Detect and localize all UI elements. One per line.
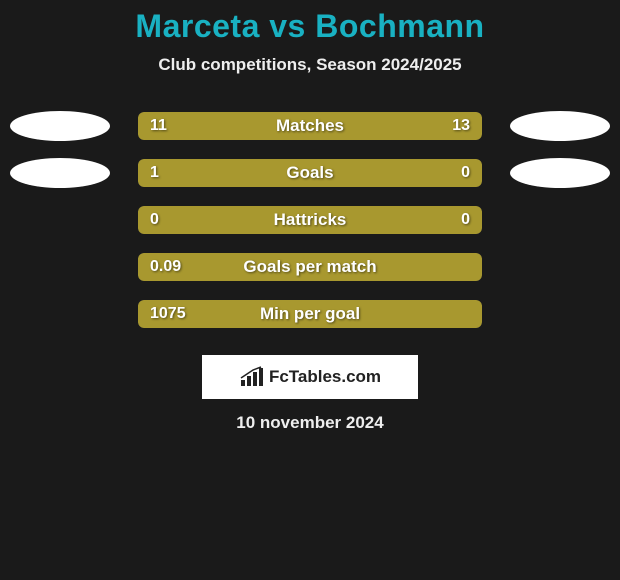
stat-bar-left	[138, 300, 482, 328]
branding-box: FcTables.com	[202, 355, 418, 399]
stat-bar-track: Min per goal1075	[138, 300, 482, 328]
stat-bar-track: Hattricks00	[138, 206, 482, 234]
player-avatar-left	[10, 158, 110, 188]
stat-row: Matches1113	[0, 103, 620, 149]
comparison-card: Marceta vs Bochmann Club competitions, S…	[0, 0, 620, 433]
player-avatar-right	[510, 111, 610, 141]
stats-list: Matches1113 Goals10 Hattricks00 Goals per m…	[0, 103, 620, 337]
stat-bar-right	[399, 159, 482, 187]
date-text: 10 november 2024	[0, 413, 620, 433]
player-avatar-right	[510, 158, 610, 188]
page-title: Marceta vs Bochmann	[0, 8, 620, 45]
stat-row: Min per goal1075	[0, 291, 620, 337]
stat-row: Hattricks00	[0, 197, 620, 243]
stat-bar-left	[138, 112, 296, 140]
stat-bar-track: Goals per match0.09	[138, 253, 482, 281]
stat-bar-track: Goals10	[138, 159, 482, 187]
stat-row: Goals10	[0, 150, 620, 196]
chart-icon	[239, 366, 265, 388]
stat-bar-left	[138, 159, 399, 187]
stat-row: Goals per match0.09	[0, 244, 620, 290]
subtitle: Club competitions, Season 2024/2025	[0, 55, 620, 75]
stat-bar-left	[138, 206, 482, 234]
stat-bar-track: Matches1113	[138, 112, 482, 140]
player-avatar-left	[10, 111, 110, 141]
stat-bar-left	[138, 253, 482, 281]
branding-text: FcTables.com	[269, 367, 381, 387]
stat-bar-right	[296, 112, 482, 140]
